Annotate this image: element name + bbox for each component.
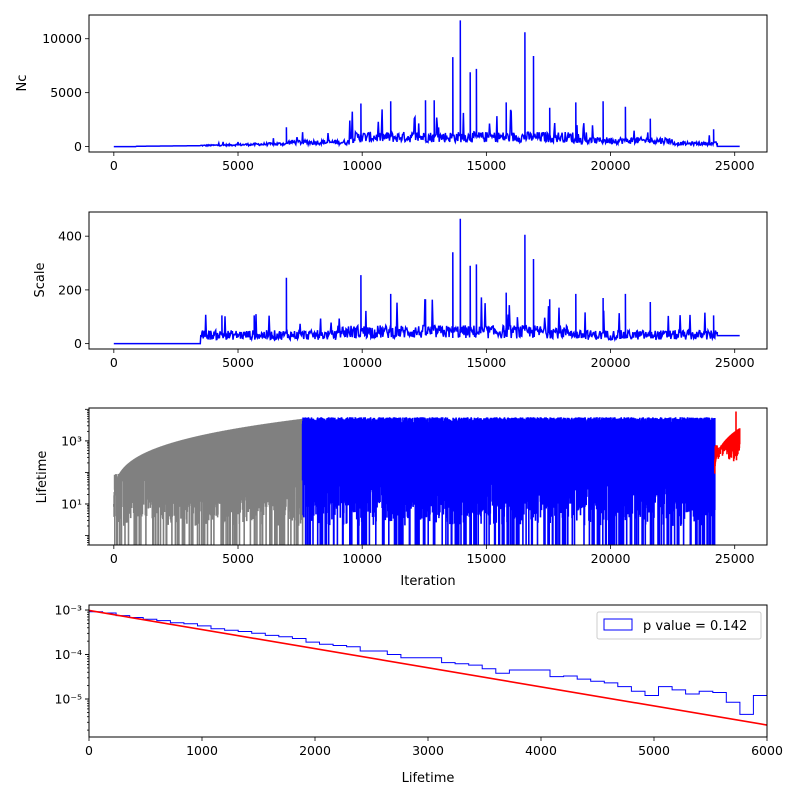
x-tick-label: 25000 bbox=[715, 158, 755, 173]
x-tick-label: 20000 bbox=[591, 551, 631, 566]
y-tick-label: 200 bbox=[58, 282, 82, 297]
lifetime-series-1 bbox=[301, 417, 716, 545]
lifetime-histogram-plot: 0 1000 2000 3000 4000 5000 6000 10⁻⁵ 10⁻⁴ 10⁻³ Li… bbox=[54, 603, 782, 786]
legend-label: p value = 0.142 bbox=[643, 619, 747, 634]
x-tick-label: 0 bbox=[85, 743, 93, 758]
histogram-x-axis-label: Lifetime bbox=[402, 771, 455, 786]
x-tick-label: 0 bbox=[110, 158, 118, 173]
lifetime-series bbox=[113, 411, 741, 545]
x-tick-label: 0 bbox=[110, 355, 118, 370]
iteration-x-axis-label: Iteration bbox=[400, 574, 455, 589]
x-tick-label: 20000 bbox=[591, 158, 631, 173]
y-tick-label: 0 bbox=[74, 139, 82, 154]
x-tick-label: 5000 bbox=[222, 551, 254, 566]
histogram-steps bbox=[89, 611, 767, 715]
scale-line bbox=[113, 218, 740, 345]
lifetime-axes-frame bbox=[88, 407, 768, 546]
x-tick-label: 1000 bbox=[186, 743, 218, 758]
x-tick-label: 15000 bbox=[466, 551, 506, 566]
x-tick-label: 2000 bbox=[299, 743, 331, 758]
x-tick-label: 20000 bbox=[591, 355, 631, 370]
scale-ticks: 0 5000 10000 15000 20000 25000 0 200 400 bbox=[58, 229, 755, 370]
nc-axes-frame bbox=[88, 14, 768, 153]
scale-plot: 0 5000 10000 15000 20000 25000 0 200 400 Scale bbox=[33, 211, 768, 370]
nc-line bbox=[113, 20, 740, 148]
legend-swatch bbox=[603, 618, 633, 631]
nc-y-axis-label: Nc bbox=[15, 75, 30, 92]
y-tick-label: 5000 bbox=[50, 85, 82, 100]
x-tick-label: 25000 bbox=[715, 355, 755, 370]
lifetime-ticks: 0 5000 10000 15000 20000 25000 10¹ 10³ bbox=[61, 408, 755, 566]
x-tick-label: 5000 bbox=[222, 355, 254, 370]
x-tick-label: 4000 bbox=[525, 743, 557, 758]
x-tick-label: 15000 bbox=[466, 355, 506, 370]
scale-y-axis-label: Scale bbox=[33, 263, 48, 298]
nc-series bbox=[113, 20, 740, 148]
y-tick-label: 400 bbox=[58, 229, 82, 244]
legend: p value = 0.142 bbox=[596, 611, 762, 640]
x-tick-label: 6000 bbox=[751, 743, 783, 758]
lifetime-y-axis-label: Lifetime bbox=[35, 451, 50, 504]
x-tick-label: 3000 bbox=[412, 743, 444, 758]
legend-frame bbox=[596, 611, 762, 640]
fit-line bbox=[89, 609, 767, 726]
y-tick-label: 10⁻³ bbox=[54, 603, 82, 618]
x-tick-label: 15000 bbox=[466, 158, 506, 173]
x-tick-label: 5000 bbox=[638, 743, 670, 758]
histogram-series bbox=[89, 609, 767, 726]
y-tick-label: 10¹ bbox=[61, 496, 82, 511]
lifetime-series-2 bbox=[714, 411, 741, 474]
scale-series bbox=[113, 218, 740, 345]
x-tick-label: 25000 bbox=[715, 551, 755, 566]
x-tick-label: 0 bbox=[110, 551, 118, 566]
nc-ticks: 0 5000 10000 15000 20000 25000 0 5000 10000 bbox=[42, 31, 754, 173]
x-tick-label: 10000 bbox=[342, 551, 382, 566]
lifetime-series-0 bbox=[113, 418, 304, 545]
nc-plot: 0 5000 10000 15000 20000 25000 0 5000 10000 Nc bbox=[15, 14, 768, 173]
histogram-ticks: 0 1000 2000 3000 4000 5000 6000 10⁻⁵ 10⁻⁴ 10⁻³ bbox=[54, 603, 782, 758]
x-tick-label: 10000 bbox=[342, 158, 382, 173]
y-tick-label: 0 bbox=[74, 336, 82, 351]
x-tick-label: 5000 bbox=[222, 158, 254, 173]
scale-axes-frame bbox=[88, 211, 768, 350]
x-tick-label: 10000 bbox=[342, 355, 382, 370]
y-tick-label: 10000 bbox=[42, 31, 82, 46]
y-tick-label: 10³ bbox=[61, 433, 82, 448]
lifetime-plot: 0 5000 10000 15000 20000 25000 10¹ 10³ Lifetime… bbox=[35, 407, 768, 589]
y-tick-label: 10⁻⁵ bbox=[54, 692, 82, 707]
y-tick-label: 10⁻⁴ bbox=[54, 647, 82, 662]
